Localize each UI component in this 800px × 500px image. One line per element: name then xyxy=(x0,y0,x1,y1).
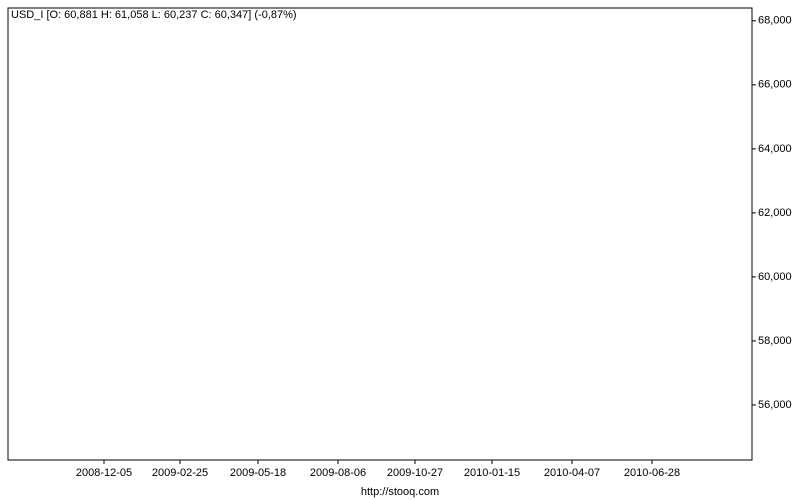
x-tick-label: 2009-10-27 xyxy=(387,467,443,479)
x-tick-label: 2008-12-05 xyxy=(76,467,132,479)
y-tick-label: 60,000 xyxy=(758,271,792,283)
y-tick-label: 62,000 xyxy=(758,207,792,219)
x-tick-label: 2010-06-28 xyxy=(624,467,680,479)
x-tick-label: 2010-04-07 xyxy=(544,467,600,479)
x-tick-label: 2009-05-18 xyxy=(230,467,286,479)
y-tick-label: 56,000 xyxy=(758,399,792,411)
y-tick-label: 64,000 xyxy=(758,143,792,155)
y-tick-label: 68,000 xyxy=(758,15,792,27)
chart-title: USD_I [O: 60,881 H: 61,058 L: 60,237 C: … xyxy=(11,9,297,21)
x-tick-label: 2010-01-15 xyxy=(464,467,520,479)
y-tick-label: 58,000 xyxy=(758,335,792,347)
source-label: http://stooq.com xyxy=(361,486,439,498)
y-tick-label: 66,000 xyxy=(758,79,792,91)
x-tick-label: 2009-02-25 xyxy=(152,467,208,479)
plot-frame xyxy=(7,7,753,461)
x-tick-label: 2009-08-06 xyxy=(310,467,366,479)
